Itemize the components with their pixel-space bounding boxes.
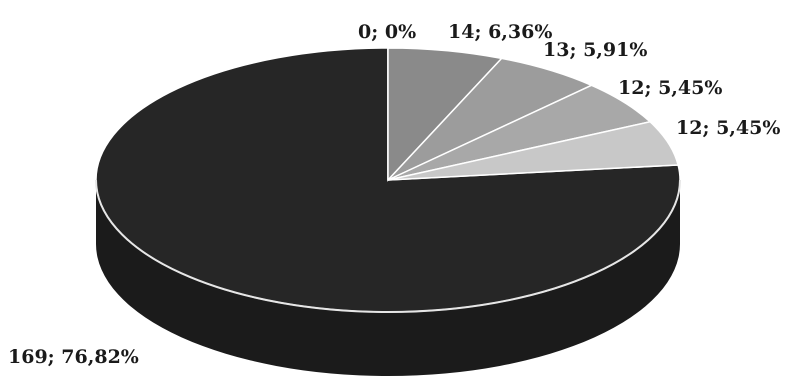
- pie-slice-2: [387, 47, 504, 182]
- pie-rim: [95, 179, 681, 313]
- pie-slice-5: [387, 120, 680, 181]
- pie-side-0: [96, 180, 680, 376]
- pie-side-walls: [96, 180, 680, 376]
- pie-top-faces: [95, 47, 681, 313]
- data-label-4: 12; 5,45%: [618, 77, 722, 99]
- data-label-3: 13; 5,91%: [543, 39, 647, 61]
- data-label-1: 0; 0%: [358, 21, 416, 43]
- data-label-2: 14; 6,36%: [448, 21, 552, 43]
- pie-data-labels: 169; 76,82% 0; 0% 14; 6,36%13; 5,91% 12; 5,…: [8, 21, 780, 368]
- data-label-5: 12; 5,45%: [676, 117, 780, 139]
- data-label-0: 169; 76,82%: [8, 346, 139, 368]
